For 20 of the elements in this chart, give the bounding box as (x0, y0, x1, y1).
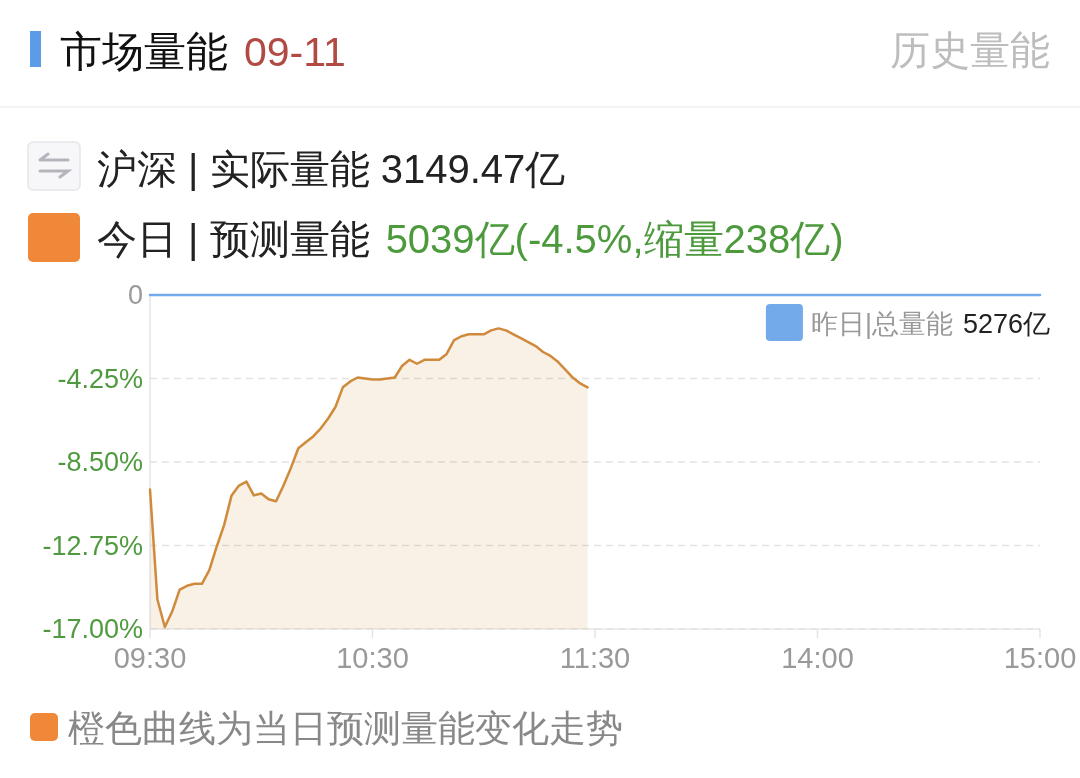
subtitle: 09-11 (244, 29, 346, 75)
annotation: 5276亿 (962, 309, 1050, 339)
xtick: 15:00 (1003, 642, 1077, 674)
legend-label: 昨日|总量能 (810, 309, 953, 339)
xtick: 09:30 (113, 642, 187, 674)
ytick: -17.00% (42, 614, 143, 644)
annotation: 今日 | 预测量能 (97, 217, 370, 261)
xtick: 14:00 (781, 642, 854, 674)
ytick: -8.50% (57, 447, 143, 477)
ytick: 0 (127, 280, 143, 310)
annotation: 沪深 | 实际量能 3149.47亿 (97, 147, 566, 191)
annotation: 橙色曲线为当日预测量能变化走势 (68, 708, 623, 749)
legend: 昨日|总量能 (765, 304, 953, 341)
title: 市场量能 (60, 28, 228, 75)
annotation: 历史量能 (890, 28, 1050, 72)
xtick: 10:30 (336, 642, 409, 674)
annotation: 5039亿(-4.5%,缩量238亿) (385, 217, 844, 261)
ytick: -12.75% (42, 530, 143, 561)
xtick: 11:30 (559, 642, 631, 674)
ytick: -4.25% (57, 363, 143, 394)
